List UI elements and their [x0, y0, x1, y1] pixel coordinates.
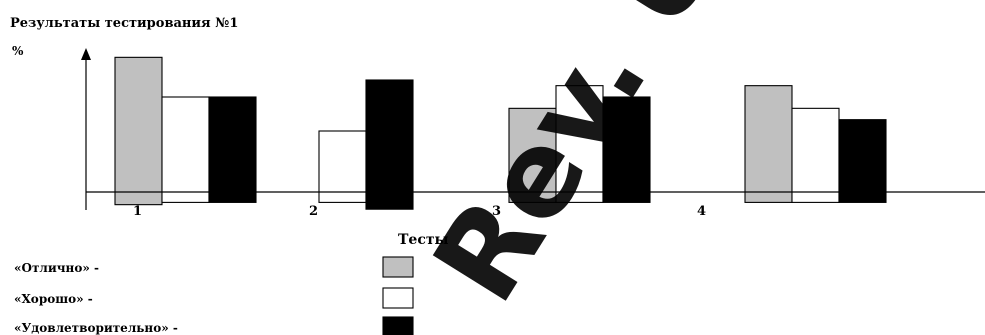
bar-series-2-test-2 [318, 130, 367, 203]
legend-label: «Отлично» - [14, 261, 99, 275]
bar-series-3-test-3 [602, 96, 651, 203]
legend-label: «Хорошо» - [14, 292, 93, 306]
x-tick-label: 3 [492, 204, 501, 219]
bar-series-1-test-4 [744, 85, 793, 203]
legend-label: «Удовлетворительно» - [14, 321, 178, 335]
y-axis-unit: % [12, 44, 24, 58]
x-tick-label: 1 [133, 204, 142, 219]
bar-series-1-test-1 [114, 56, 163, 206]
bar-series-2-test-1 [161, 96, 210, 203]
bar-series-3-test-2 [365, 79, 414, 210]
bar-series-2-test-3 [555, 85, 604, 203]
legend: «Отлично» - «Хорошо» - «Удовлетворительно»… [14, 256, 414, 335]
bars [114, 56, 887, 210]
bar-series-1-test-3 [508, 107, 557, 203]
legend-swatch [382, 256, 414, 278]
chart-title: Результаты тестирования №1 [10, 16, 238, 31]
legend-swatch [382, 316, 414, 335]
x-tick-labels: 1 2 3 4 [133, 204, 706, 219]
y-axis-arrow-icon [81, 48, 91, 60]
x-tick-label: 4 [697, 204, 706, 219]
bar-series-2-test-4 [791, 107, 840, 203]
legend-swatch [382, 287, 414, 309]
bar-series-3-test-1 [208, 96, 257, 203]
bar-series-3-test-4 [838, 119, 887, 203]
x-axis-label: Тесты [398, 232, 449, 248]
x-tick-label: 2 [309, 204, 318, 219]
